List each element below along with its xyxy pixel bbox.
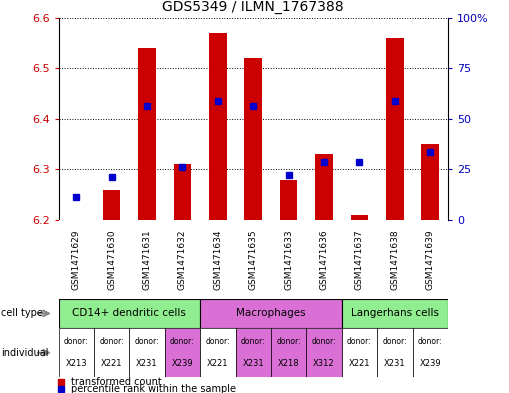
Text: CD14+ dendritic cells: CD14+ dendritic cells: [72, 309, 186, 318]
Bar: [271, 328, 306, 377]
Bar: [421, 144, 439, 220]
Bar: [351, 215, 369, 220]
Text: X239: X239: [172, 359, 193, 368]
Bar: [200, 299, 342, 328]
Text: X231: X231: [384, 359, 406, 368]
Bar: [129, 328, 165, 377]
Text: GSM1471632: GSM1471632: [178, 229, 187, 290]
Text: GSM1471631: GSM1471631: [143, 229, 152, 290]
Text: X231: X231: [242, 359, 264, 368]
Text: GSM1471638: GSM1471638: [390, 229, 400, 290]
Text: transformed count: transformed count: [71, 376, 161, 387]
Bar: [377, 328, 412, 377]
Bar: [59, 328, 94, 377]
Text: GSM1471635: GSM1471635: [249, 229, 258, 290]
Text: X231: X231: [136, 359, 158, 368]
Bar: [412, 328, 448, 377]
Text: individual: individual: [1, 348, 49, 358]
Text: GSM1471629: GSM1471629: [72, 229, 81, 290]
Bar: [94, 328, 129, 377]
Bar: [244, 58, 262, 220]
Bar: [386, 38, 404, 220]
Bar: [200, 328, 236, 377]
Text: GSM1471637: GSM1471637: [355, 229, 364, 290]
Bar: [280, 180, 297, 220]
Text: donor:: donor:: [312, 338, 336, 346]
Text: donor:: donor:: [170, 338, 195, 346]
Text: GSM1471634: GSM1471634: [213, 229, 222, 290]
Text: donor:: donor:: [382, 338, 407, 346]
Bar: [103, 190, 121, 220]
Text: GSM1471639: GSM1471639: [426, 229, 435, 290]
Text: donor:: donor:: [135, 338, 159, 346]
Bar: [209, 33, 227, 220]
Text: donor:: donor:: [64, 338, 89, 346]
Title: GDS5349 / ILMN_1767388: GDS5349 / ILMN_1767388: [162, 0, 344, 14]
Bar: [342, 328, 377, 377]
Bar: [138, 48, 156, 220]
Text: X221: X221: [207, 359, 229, 368]
Text: cell type: cell type: [1, 309, 43, 318]
Text: Langerhans cells: Langerhans cells: [351, 309, 439, 318]
Bar: [342, 299, 448, 328]
Text: X221: X221: [349, 359, 370, 368]
Bar: [165, 328, 200, 377]
Text: X213: X213: [66, 359, 87, 368]
Text: X221: X221: [101, 359, 122, 368]
Text: donor:: donor:: [99, 338, 124, 346]
Text: donor:: donor:: [241, 338, 266, 346]
Bar: [315, 154, 333, 220]
Text: GSM1471630: GSM1471630: [107, 229, 116, 290]
Text: X239: X239: [419, 359, 441, 368]
Text: percentile rank within the sample: percentile rank within the sample: [71, 384, 236, 393]
Text: donor:: donor:: [347, 338, 372, 346]
Text: X312: X312: [313, 359, 335, 368]
Text: donor:: donor:: [206, 338, 230, 346]
Text: donor:: donor:: [276, 338, 301, 346]
Text: GSM1471633: GSM1471633: [284, 229, 293, 290]
Text: donor:: donor:: [418, 338, 442, 346]
Bar: [59, 299, 200, 328]
Bar: [306, 328, 342, 377]
Bar: [174, 164, 191, 220]
Text: X218: X218: [278, 359, 299, 368]
Text: GSM1471636: GSM1471636: [320, 229, 328, 290]
Bar: [236, 328, 271, 377]
Text: Macrophages: Macrophages: [236, 309, 306, 318]
